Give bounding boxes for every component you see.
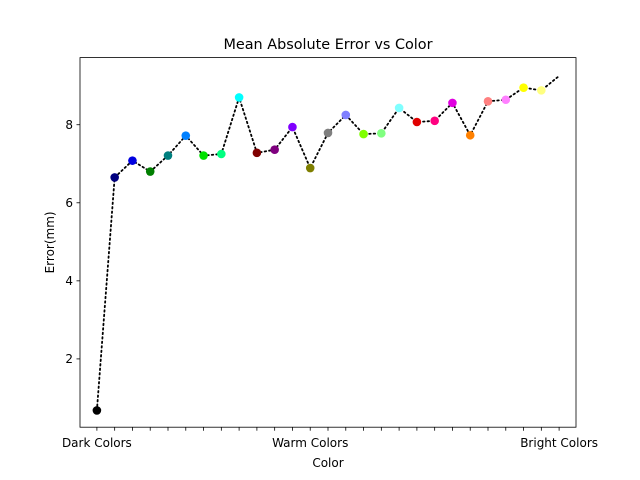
data-point-14	[341, 110, 351, 120]
y-tick-label: 2	[65, 352, 73, 366]
plot-area	[80, 57, 576, 428]
x-axis-ticks: Dark Colors Warm Colors Bright Colors	[62, 427, 598, 450]
data-points	[92, 83, 546, 415]
data-point-7	[217, 149, 226, 159]
data-point-22	[483, 97, 493, 106]
x-axis-label: Color	[312, 456, 343, 470]
data-point-16	[377, 129, 386, 138]
data-point-2	[128, 156, 137, 165]
data-point-3	[145, 167, 155, 176]
data-point-17	[394, 103, 404, 113]
data-point-5	[181, 131, 191, 140]
data-point-0	[92, 406, 102, 415]
x-tick-label: Dark Colors	[62, 436, 132, 450]
y-tick-label: 6	[65, 196, 73, 210]
data-point-11	[288, 122, 297, 132]
data-point-20	[448, 98, 457, 108]
chart-title: Mean Absolute Error vs Color	[223, 37, 432, 53]
data-point-19	[430, 116, 439, 126]
data-point-13	[323, 128, 333, 138]
y-tick-label: 4	[65, 274, 73, 288]
data-point-24	[519, 83, 528, 92]
data-point-10	[270, 145, 279, 155]
data-point-4	[163, 151, 173, 160]
x-tick-label: Bright Colors	[520, 436, 598, 450]
y-axis-ticks: 2 4 6 8	[65, 118, 80, 366]
data-point-12	[305, 163, 315, 173]
x-tick-label: Warm Colors	[272, 436, 348, 450]
data-point-1	[110, 173, 119, 182]
data-point-9	[252, 148, 262, 158]
y-tick-label: 8	[65, 118, 73, 132]
data-point-21	[465, 130, 475, 140]
data-point-6	[199, 151, 208, 160]
data-point-25	[537, 86, 546, 95]
data-point-15	[359, 129, 368, 139]
data-point-8	[234, 93, 244, 102]
data-point-18	[412, 117, 422, 127]
y-axis-label: Error(mm)	[43, 211, 57, 273]
data-point-23	[501, 95, 511, 105]
